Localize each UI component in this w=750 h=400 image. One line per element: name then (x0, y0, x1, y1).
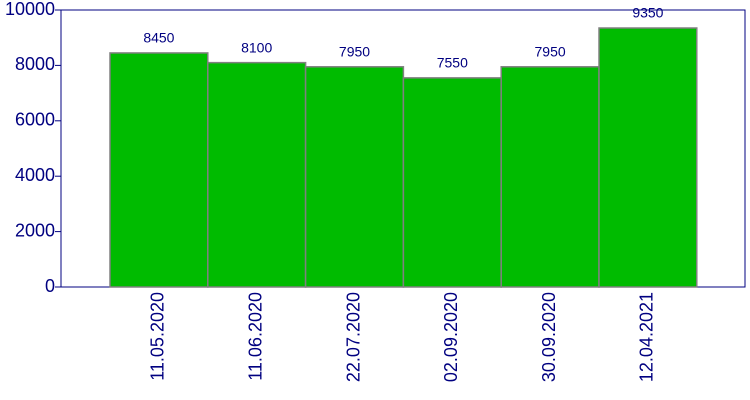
x-tick-label: 22.07.2020 (343, 292, 363, 382)
y-tick-label: 2000 (15, 220, 55, 240)
value-label: 8100 (241, 39, 272, 55)
x-tick-label: 30.09.2020 (539, 292, 559, 382)
x-tick-label: 11.05.2020 (148, 292, 168, 381)
x-tick-label: 12.04.2021 (637, 292, 657, 382)
x-tick-label: 11.06.2020 (245, 292, 265, 381)
value-label: 7950 (535, 43, 566, 59)
x-tick-label: 02.09.2020 (441, 292, 461, 382)
bar (304, 66, 405, 288)
bar (109, 52, 209, 288)
value-label: 7950 (339, 43, 370, 59)
y-tick-label: 6000 (15, 110, 55, 130)
y-tick-label: 8000 (15, 54, 55, 74)
bar (402, 77, 502, 288)
y-tick-label: 10000 (5, 0, 55, 19)
bar (207, 61, 307, 288)
bar (598, 27, 698, 288)
value-label: 8450 (143, 30, 174, 46)
value-label: 9350 (632, 5, 663, 21)
y-tick-label: 0 (45, 276, 55, 296)
value-label: 7550 (437, 55, 468, 71)
bar (500, 66, 600, 288)
y-tick-label: 4000 (15, 165, 55, 185)
